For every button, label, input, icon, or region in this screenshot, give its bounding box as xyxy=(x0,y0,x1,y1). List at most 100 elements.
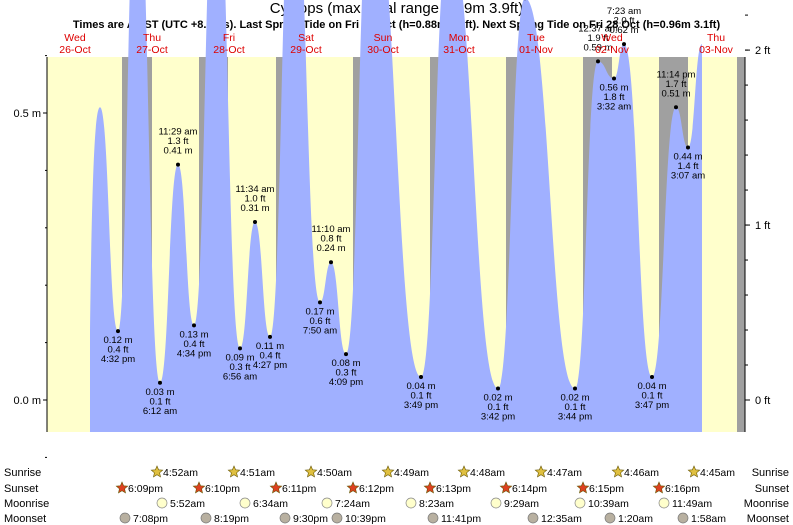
tide-point xyxy=(419,375,423,380)
moonrise-icon xyxy=(574,497,586,509)
tide-label: 3:47 pm xyxy=(635,400,669,411)
tide-label: 1.0 ft xyxy=(244,194,265,205)
tide-label: 0.1 ft xyxy=(564,402,585,413)
tide-label: 11:10 am xyxy=(312,224,351,235)
tide-label: 0.09 m xyxy=(225,352,254,363)
tide-label: 1.7 ft xyxy=(665,79,686,90)
day-date: 30-Oct xyxy=(367,44,399,56)
tide-label: 2.0 ft xyxy=(613,16,634,27)
sunset-icon xyxy=(499,481,513,494)
tide-label: 0.17 m xyxy=(305,306,334,317)
tide-label: 0.4 ft xyxy=(259,350,280,361)
moonrise-icon xyxy=(239,497,251,509)
sunrise-icon xyxy=(687,465,701,478)
tide-label: 0.1 ft xyxy=(641,391,662,402)
sunset-icon xyxy=(652,481,666,494)
moonrise-time: 8:23am xyxy=(419,498,454,510)
day-name: Wed xyxy=(64,32,86,44)
moonset-time: 1:20am xyxy=(618,513,653,525)
tide-label: 4:09 pm xyxy=(329,377,363,388)
tide-label: 4:34 pm xyxy=(177,348,211,359)
tide-point xyxy=(622,42,626,47)
astro-row-label: Sunset xyxy=(4,483,38,495)
tide-point xyxy=(192,323,196,328)
sunrise-icon xyxy=(227,465,241,478)
moonrise-time: 7:24am xyxy=(335,498,370,510)
day-name: Thu xyxy=(143,32,161,44)
tide-label: 11:34 am xyxy=(236,184,275,195)
tide-label: 0.12 m xyxy=(103,335,132,346)
moonrise-time: 5:52am xyxy=(170,498,205,510)
tide-point xyxy=(650,375,654,380)
moonset-time: 8:19pm xyxy=(214,513,249,525)
tide-point xyxy=(238,346,242,351)
sunset-icon xyxy=(192,481,206,494)
sunrise-time: 4:49am xyxy=(394,467,429,479)
moonset-icon xyxy=(604,512,616,524)
sunrise-icon xyxy=(611,465,625,478)
sunset-time: 6:11pm xyxy=(282,483,316,495)
astro-row-label: Sunrise xyxy=(4,467,41,479)
moonrise-time: 11:49am xyxy=(672,498,712,510)
day-date: 28-Oct xyxy=(213,44,245,56)
sunrise-time: 4:51am xyxy=(240,467,275,479)
day-date: 27-Oct xyxy=(136,44,168,56)
moonset-time: 9:30pm xyxy=(293,513,328,525)
tide-point xyxy=(176,162,180,167)
tide-label: 6:56 am xyxy=(223,371,257,382)
tide-label: 0.02 m xyxy=(560,393,589,404)
moonset-time: 11:41pm xyxy=(441,513,481,525)
sunset-icon xyxy=(423,481,437,494)
moonrise-icon xyxy=(490,497,502,509)
moonset-time: 10:39pm xyxy=(345,513,386,525)
moonset-icon xyxy=(427,512,439,524)
tide-point xyxy=(612,76,616,81)
astro-row-label: Moonset xyxy=(4,513,46,525)
moonset-icon xyxy=(331,512,343,524)
day-name: Mon xyxy=(449,32,470,44)
moonset-time: 1:58am xyxy=(691,513,726,525)
tide-point xyxy=(686,145,690,150)
tide-label: 0.59 m xyxy=(583,42,612,53)
tide-label: 1.8 ft xyxy=(603,92,624,103)
sunset-icon xyxy=(115,481,129,494)
day-name: Fri xyxy=(223,32,235,44)
moonset-icon xyxy=(200,512,212,524)
day-name: Tue xyxy=(527,32,545,44)
moonrise-time: 10:39am xyxy=(588,498,629,510)
sunrise-time: 4:50am xyxy=(317,467,352,479)
day-date: 01-Nov xyxy=(519,44,554,56)
moonset-time: 7:08pm xyxy=(133,513,168,525)
tide-point xyxy=(573,386,577,391)
tide-label: 0.03 m xyxy=(145,387,174,398)
day-date: 29-Oct xyxy=(290,44,322,56)
tide-label: 0.11 m xyxy=(256,341,284,352)
sunset-time: 6:14pm xyxy=(512,483,547,495)
tide-label: 11:29 am xyxy=(159,127,198,138)
day-date: 03-Nov xyxy=(699,44,734,56)
day-date: 02-Nov xyxy=(595,44,630,56)
moonrise-icon xyxy=(658,497,670,509)
tide-point xyxy=(596,59,600,64)
tide-label: 0.24 m xyxy=(316,243,345,254)
sunset-time: 6:13pm xyxy=(436,483,471,495)
sunrise-time: 4:45am xyxy=(700,467,735,479)
sunrise-icon xyxy=(457,465,471,478)
moonset-time: 12:35am xyxy=(541,513,582,525)
tide-label: 4:27 pm xyxy=(253,360,287,371)
tide-label: 3:49 pm xyxy=(404,400,438,411)
sunset-icon xyxy=(269,481,283,494)
tide-curve xyxy=(90,0,702,432)
day-name: Sat xyxy=(298,32,314,44)
astro-row-label-right: Sunrise xyxy=(752,467,789,479)
day-headers: Wed26-OctThu27-OctFri28-OctSat29-OctSun3… xyxy=(59,32,733,56)
moonrise-time: 6:34am xyxy=(253,498,288,510)
moonset-icon xyxy=(279,512,291,524)
night-band xyxy=(737,57,745,432)
sunrise-icon xyxy=(534,465,548,478)
tide-label: 0.44 m xyxy=(673,151,702,162)
chart-subtitle: Times are AWST (UTC +8.0hrs). Last Sprin… xyxy=(72,19,721,31)
sunrise-time: 4:52am xyxy=(163,467,198,479)
